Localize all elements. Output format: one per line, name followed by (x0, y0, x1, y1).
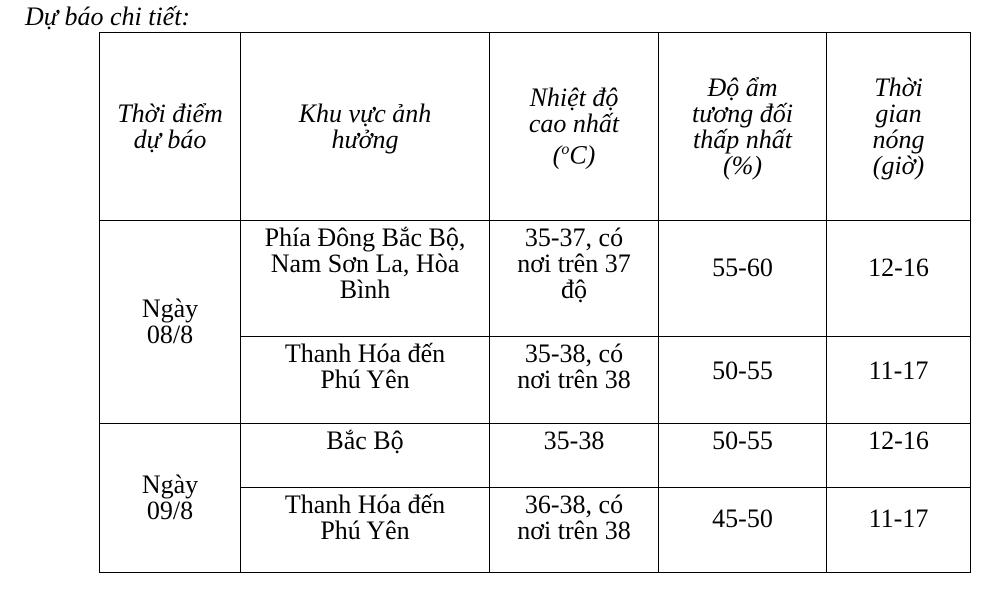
header-hours: Thời gian nóng (giờ) (826, 32, 971, 221)
humidity-cell: 50-55 (658, 423, 827, 488)
region-cell: Bắc Bộ (240, 423, 490, 488)
temp-cell: 35-37, có nơi trên 37 độ (489, 220, 659, 337)
hours-cell: 11-17 (826, 336, 971, 424)
section-title: Dự báo chi tiết: (25, 2, 191, 31)
header-region: Khu vực ảnh hưởng (240, 32, 490, 221)
humidity-cell: 45-50 (658, 487, 827, 573)
unit-open: ( (552, 140, 562, 170)
temp-cell: 35-38 (489, 423, 659, 488)
day-cell: Ngày 08/8 (99, 220, 241, 424)
header-temp: Nhiệt độ cao nhất (oC) (489, 32, 659, 221)
region-cell: Phía Đông Bắc Bộ, Nam Sơn La, Hòa Bình (240, 220, 490, 337)
table-header-row: Thời điểm dự báo Khu vực ảnh hưởng Nhiệt… (99, 32, 971, 221)
forecast-table: Thời điểm dự báo Khu vực ảnh hưởng Nhiệt… (99, 32, 971, 573)
hours-cell: 12-16 (826, 220, 971, 337)
header-temp-label: Nhiệt độ cao nhất (528, 82, 620, 138)
header-time: Thời điểm dự báo (99, 32, 241, 221)
hours-cell: 12-16 (826, 423, 971, 488)
unit-degree: o (561, 140, 570, 158)
humidity-cell: 55-60 (658, 220, 827, 337)
region-cell: Thanh Hóa đến Phú Yên (240, 487, 490, 573)
humidity-cell: 50-55 (658, 336, 827, 424)
hours-cell: 11-17 (826, 487, 971, 573)
table-row: Ngày 08/8 Phía Đông Bắc Bộ, Nam Sơn La, … (99, 220, 971, 424)
table-row: Thanh Hóa đến Phú Yên 35-38, có nơi trên… (100, 336, 971, 424)
header-humidity: Độ ẩm tương đối thấp nhất (%) (658, 32, 827, 221)
region-cell: Thanh Hóa đến Phú Yên (240, 336, 490, 424)
temp-cell: 36-38, có nơi trên 38 (489, 487, 659, 573)
table-row: Thanh Hóa đến Phú Yên 36-38, có nơi trên… (100, 487, 971, 573)
temp-cell: 35-38, có nơi trên 38 (489, 336, 659, 424)
day-cell: Ngày 09/8 (99, 423, 241, 573)
table-row: Ngày 09/8 Bắc Bộ 35-38 50-55 12-16 (99, 423, 971, 573)
unit-close: C) (569, 140, 596, 170)
